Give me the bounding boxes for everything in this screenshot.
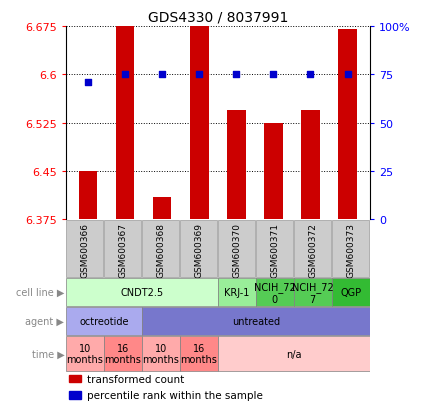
Text: GSM600371: GSM600371 [270,223,279,278]
Point [270,72,277,78]
Text: GSM600368: GSM600368 [156,223,165,278]
Text: KRJ-1: KRJ-1 [224,287,249,297]
FancyBboxPatch shape [332,279,370,306]
Bar [227,110,246,220]
Text: percentile rank within the sample: percentile rank within the sample [87,390,263,400]
Text: GSM600369: GSM600369 [194,223,203,278]
Bar [153,197,172,220]
Text: octreotide: octreotide [79,316,129,326]
Bar [264,123,283,220]
Text: agent ▶: agent ▶ [26,316,64,326]
Text: cell line ▶: cell line ▶ [16,287,64,297]
Title: GDS4330 / 8037991: GDS4330 / 8037991 [147,10,288,24]
FancyBboxPatch shape [218,337,370,371]
Point [233,72,240,78]
FancyBboxPatch shape [66,220,104,278]
FancyBboxPatch shape [142,337,180,371]
Bar [69,375,81,382]
Text: GSM600373: GSM600373 [346,223,355,278]
FancyBboxPatch shape [332,220,369,278]
FancyBboxPatch shape [66,308,142,335]
Bar [301,110,320,220]
FancyBboxPatch shape [294,279,332,306]
Text: GSM600366: GSM600366 [80,223,89,278]
FancyBboxPatch shape [142,308,370,335]
Text: n/a: n/a [286,349,301,359]
Bar [190,24,209,220]
Text: GSM600367: GSM600367 [118,223,127,278]
FancyBboxPatch shape [104,337,142,371]
Point [344,72,351,78]
Bar [116,27,134,220]
Bar [79,171,97,220]
FancyBboxPatch shape [256,220,293,278]
FancyBboxPatch shape [218,279,255,306]
Text: untreated: untreated [232,316,280,326]
FancyBboxPatch shape [256,279,294,306]
Text: transformed count: transformed count [87,374,184,384]
FancyBboxPatch shape [218,220,255,278]
FancyBboxPatch shape [180,337,218,371]
Point [159,72,166,78]
Text: 10
months: 10 months [142,343,179,365]
Text: GSM600370: GSM600370 [232,223,241,278]
FancyBboxPatch shape [142,220,179,278]
Text: QGP: QGP [340,287,361,297]
Text: 10
months: 10 months [66,343,103,365]
FancyBboxPatch shape [104,220,142,278]
Text: CNDT2.5: CNDT2.5 [120,287,163,297]
FancyBboxPatch shape [66,279,218,306]
Point [85,79,91,86]
FancyBboxPatch shape [294,220,332,278]
FancyBboxPatch shape [66,337,104,371]
Text: GSM600372: GSM600372 [308,223,317,277]
FancyBboxPatch shape [180,220,218,278]
Point [307,72,314,78]
Text: 16
months: 16 months [105,343,141,365]
Text: NCIH_72
0: NCIH_72 0 [254,281,296,304]
Text: 16
months: 16 months [180,343,217,365]
Point [122,72,129,78]
Text: NCIH_72
7: NCIH_72 7 [292,281,334,304]
Text: time ▶: time ▶ [31,349,64,359]
Bar [338,30,357,220]
Point [196,72,203,78]
Bar [69,392,81,399]
